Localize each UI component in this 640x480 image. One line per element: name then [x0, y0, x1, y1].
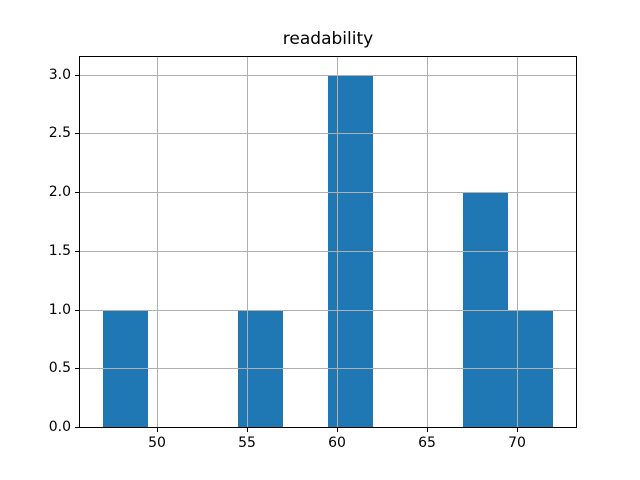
x-tick-mark — [157, 428, 158, 432]
gridline-horizontal — [80, 192, 576, 193]
gridline-vertical — [427, 57, 428, 427]
y-tick-label: 2.0 — [48, 184, 71, 200]
chart-title: readability — [282, 29, 374, 49]
x-tick-label: 65 — [418, 435, 436, 451]
x-tick-mark — [427, 428, 428, 432]
x-tick-mark — [337, 428, 338, 432]
y-tick-label: 1.5 — [48, 243, 71, 259]
y-tick-label: 3.0 — [48, 67, 71, 83]
ticks-layer: 50 55 60 65 70 0.0 0.5 1.0 1.5 2.0 2.5 3.0 — [49, 57, 576, 451]
gridline-vertical — [517, 57, 518, 427]
y-tick-mark — [75, 427, 79, 428]
gridline-horizontal — [80, 251, 576, 252]
gridline-vertical — [157, 57, 158, 427]
x-tick-label: 50 — [148, 435, 166, 451]
histogram-bar — [463, 192, 508, 427]
plot-area: 50 55 60 65 70 0.0 0.5 1.0 1.5 2.0 2.5 3.0 — [49, 56, 577, 451]
x-tick-label: 55 — [238, 435, 256, 451]
gridline-horizontal — [80, 310, 576, 311]
gridline-vertical — [247, 57, 248, 427]
x-tick-label: 60 — [328, 435, 346, 451]
y-tick-label: 2.5 — [48, 125, 71, 141]
y-tick-mark — [75, 133, 79, 134]
gridline-vertical — [337, 57, 338, 427]
x-tick-mark — [247, 428, 248, 432]
x-tick-mark — [517, 428, 518, 432]
y-tick-mark — [75, 310, 79, 311]
x-tick-label: 70 — [508, 435, 526, 451]
gridline-horizontal — [80, 75, 576, 76]
gridline-horizontal — [80, 133, 576, 134]
y-tick-label: 0.5 — [48, 360, 71, 376]
y-tick-mark — [75, 251, 79, 252]
gridline-horizontal — [80, 368, 576, 369]
y-tick-mark — [75, 192, 79, 193]
y-tick-label: 1.0 — [48, 302, 71, 318]
gridline-horizontal — [80, 427, 576, 428]
y-tick-mark — [75, 368, 79, 369]
y-tick-mark — [75, 75, 79, 76]
y-tick-label: 0.0 — [48, 419, 71, 435]
